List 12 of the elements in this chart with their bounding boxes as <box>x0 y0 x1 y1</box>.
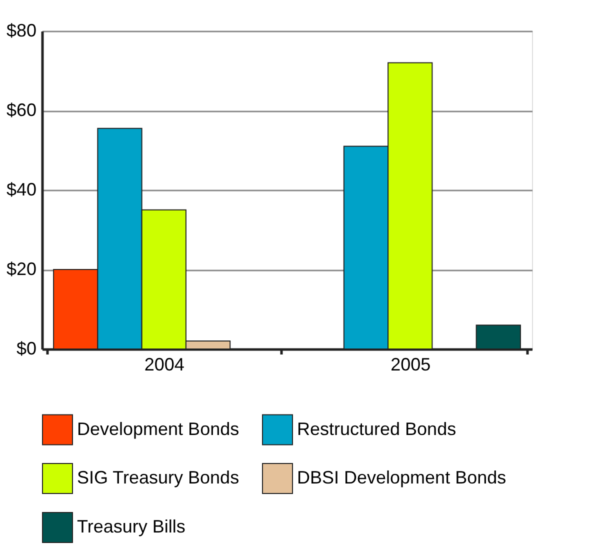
legend-label: SIG Treasury Bonds <box>77 468 240 488</box>
y-tick-label: $20 <box>6 259 36 279</box>
y-tick-label: $0 <box>16 338 36 358</box>
y-tick-label: $40 <box>6 180 36 200</box>
legend-label: Restructured Bonds <box>297 418 456 439</box>
y-tick-label: $80 <box>6 20 36 40</box>
y-tick-label: $60 <box>6 100 36 120</box>
legend-label: DBSI Development Bonds <box>297 468 506 488</box>
x-tick-label: 2005 <box>390 354 431 374</box>
legend-label: Treasury Bills <box>77 516 186 536</box>
legend-label: Development Bonds <box>77 418 240 439</box>
x-tick-label: 2004 <box>144 354 184 374</box>
